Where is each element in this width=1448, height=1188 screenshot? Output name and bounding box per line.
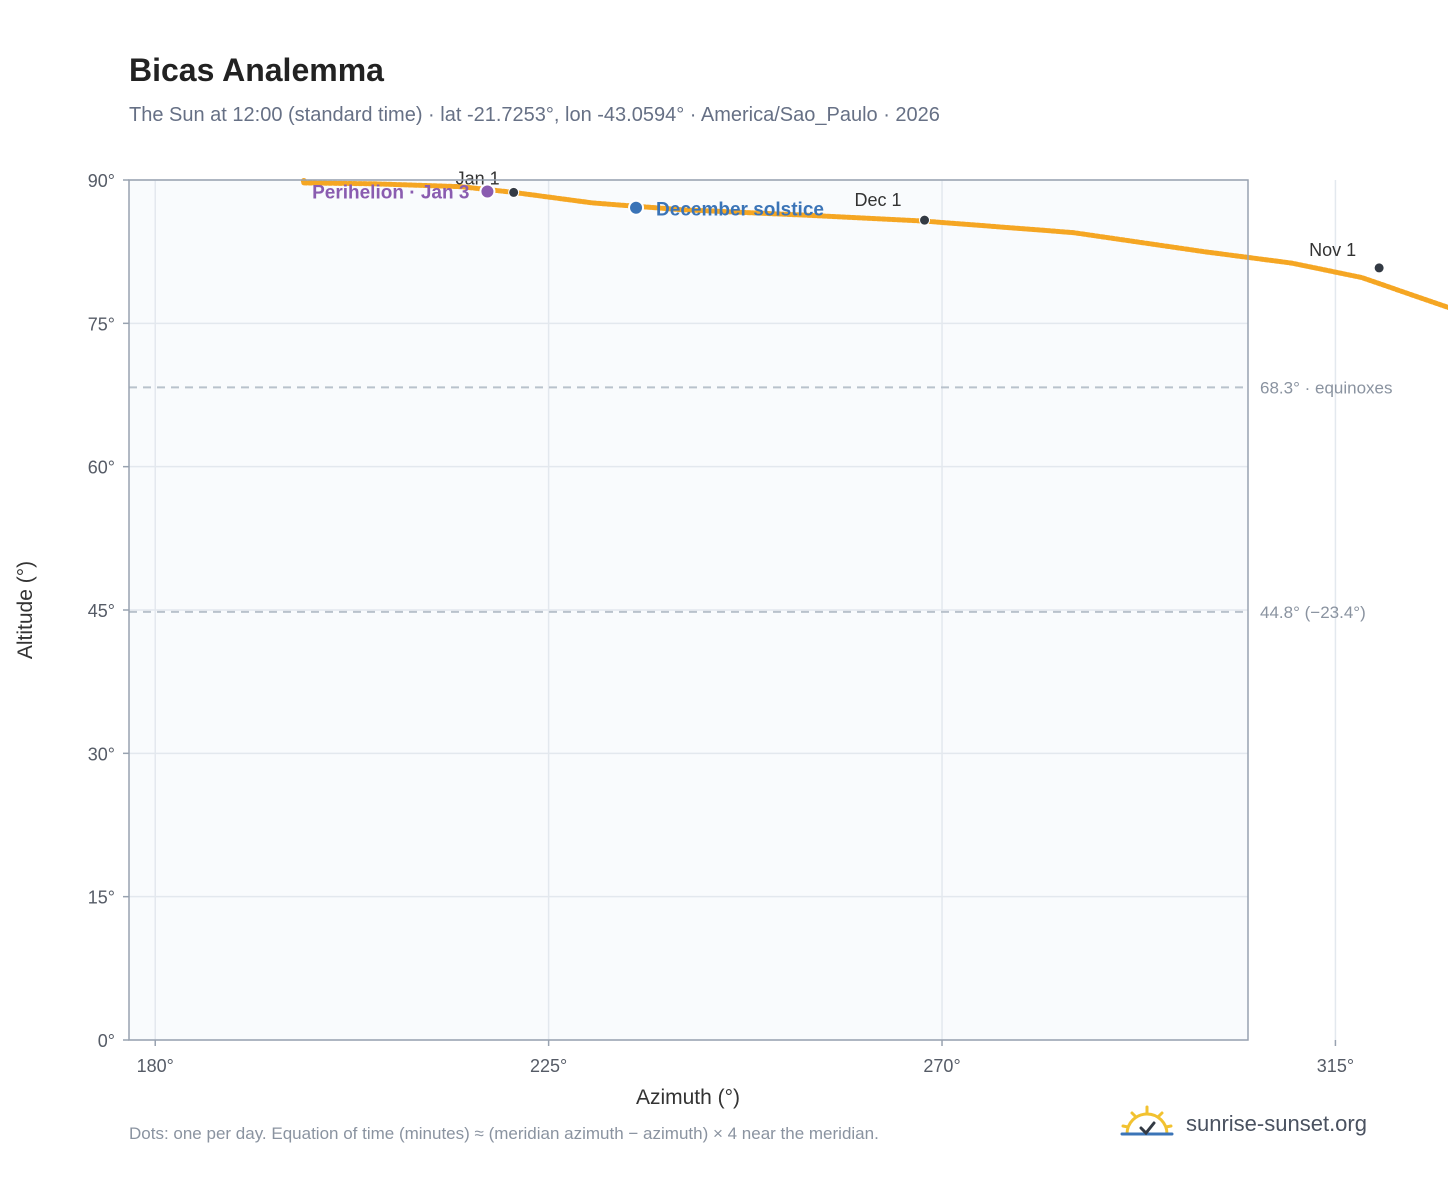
sunrise-logo-icon (1120, 1105, 1174, 1136)
month-dot (1373, 262, 1385, 274)
month-label: Jan 1 (456, 168, 500, 188)
x-tick-label: 315° (1317, 1056, 1354, 1076)
month-dot (508, 186, 520, 198)
y-tick-label: 75° (88, 314, 115, 334)
brand-name: sunrise-sunset.org (1186, 1111, 1367, 1136)
month-label: Nov 1 (1309, 240, 1356, 260)
brand-logo[interactable]: sunrise-sunset.org (1120, 1102, 1367, 1146)
month-markers: Jan 1Feb 1Mar 1Apr 1May 1Jul 1Aug 1Sep 1… (456, 168, 1385, 274)
y-tick-label: 45° (88, 601, 115, 621)
event-dot (628, 199, 645, 216)
y-tick-label: 90° (88, 171, 115, 191)
chart-title: Bicas Analemma (129, 52, 384, 88)
month-label: Dec 1 (855, 190, 902, 210)
footnote: Dots: one per day. Equation of time (min… (129, 1124, 879, 1143)
x-tick-label: 270° (923, 1056, 960, 1076)
y-tick-label: 60° (88, 458, 115, 478)
reference-label: 68.3° · equinoxes (1260, 378, 1393, 397)
event-label: December solstice (656, 200, 824, 221)
y-axis-title: Altitude (°) (14, 561, 37, 659)
analemma-day-dot (300, 177, 307, 184)
reference-label: 44.8° (−23.4°) (1260, 603, 1366, 622)
x-tick-label: 180° (137, 1056, 174, 1076)
month-dot (919, 214, 931, 226)
analemma-curve (301, 180, 1448, 311)
x-tick-label: 225° (530, 1056, 567, 1076)
event-dot (479, 183, 496, 200)
x-axis-title: Azimuth (°) (636, 1086, 740, 1109)
y-tick-label: 30° (88, 744, 115, 764)
axis-ticks: 180°225°270°315°0°45°90°0°15°30°45°60°75… (88, 171, 1354, 1076)
y-tick-label: 0° (98, 1031, 115, 1051)
chart-subtitle: The Sun at 12:00 (standard time) · lat -… (129, 104, 940, 126)
event-label: Perihelion · Jan 3 (312, 182, 469, 203)
y-tick-label: 15° (88, 888, 115, 908)
